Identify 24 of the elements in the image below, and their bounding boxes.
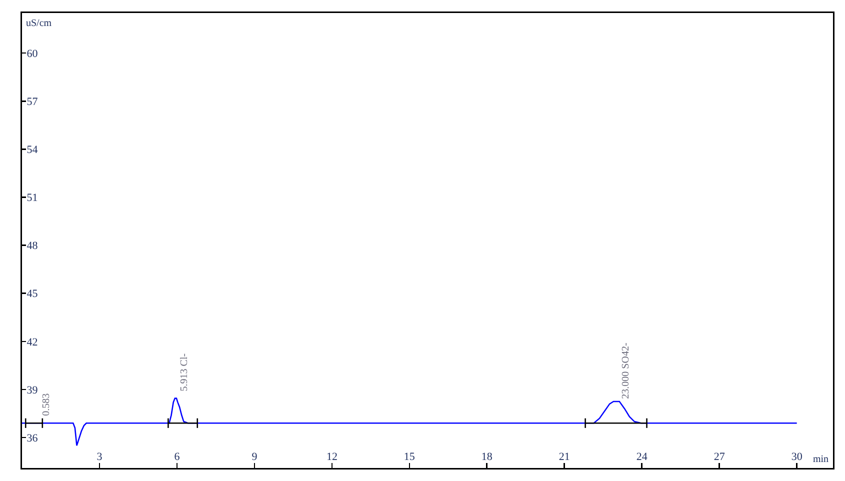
y-tick-label: 60 — [26, 48, 38, 60]
annotation: 23.000 SO42- — [620, 342, 632, 399]
annotation: 5.913 Cl- — [179, 353, 190, 392]
x-tick-label: 15 — [404, 451, 416, 463]
x-tick-label: 30 — [791, 451, 803, 463]
x-tick-label: 24 — [636, 451, 648, 463]
y-tick-label: 57 — [26, 96, 38, 108]
y-tick-label: 54 — [26, 144, 38, 156]
x-tick-label: 27 — [714, 451, 726, 463]
x-tick-label: 3 — [96, 451, 103, 463]
annotation: 0.583 — [41, 393, 52, 416]
y-tick-label: 45 — [26, 288, 38, 300]
x-tick-label: 21 — [558, 451, 570, 463]
y-tick-label: 42 — [26, 336, 38, 348]
y-tick-label: 39 — [26, 384, 38, 396]
y-axis-title: uS/cm — [26, 18, 52, 29]
y-tick-label: 51 — [26, 192, 38, 204]
x-tick-label: 18 — [481, 451, 493, 463]
x-tick-label: 9 — [252, 451, 258, 463]
y-tick-label: 36 — [26, 432, 38, 444]
y-tick-label: 48 — [26, 240, 38, 252]
x-tick-label: 6 — [174, 451, 180, 463]
x-axis-title: min — [813, 454, 829, 465]
x-tick-label: 12 — [326, 451, 338, 463]
